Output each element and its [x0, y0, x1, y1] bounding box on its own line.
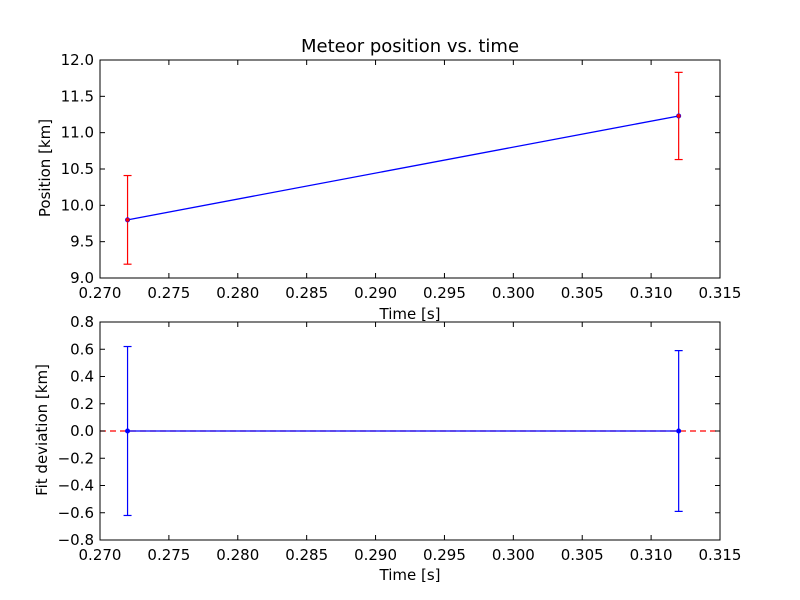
top-data-point	[125, 217, 131, 223]
top-y-tick-label: 11.5	[61, 87, 94, 105]
bottom-plot: 0.270 0.275 0.280 0.285 0.290 0.295 0.300 0.305…	[58, 313, 742, 564]
bottom-x-tick-label: 0.290	[354, 546, 397, 564]
bottom-y-tick-label: −0.6	[58, 504, 94, 522]
bottom-x-tick-label: 0.300	[492, 546, 535, 564]
top-chart-title: Meteor position vs. time	[301, 36, 519, 57]
bottom-x-tick-label: 0.285	[285, 546, 328, 564]
top-y-axis-label: Position [km]	[36, 119, 54, 217]
bottom-y-tick-label: 0.4	[70, 368, 94, 386]
bottom-y-tick-label: −0.4	[58, 477, 94, 495]
bottom-x-tick-label: 0.270	[79, 546, 122, 564]
bottom-x-tick-label: 0.315	[699, 546, 742, 564]
bottom-y-tick-label: 0.0	[70, 422, 94, 440]
top-y-tick-label: 10.5	[61, 160, 94, 178]
bottom-y-axis-label: Fit deviation [km]	[33, 364, 51, 496]
top-x-tick-label: 0.275	[147, 284, 190, 302]
bottom-x-tick-label: 0.295	[423, 546, 466, 564]
top-x-tick-label: 0.310	[630, 284, 673, 302]
bottom-y-tick-label: 0.2	[70, 395, 94, 413]
top-y-tick-label: 12.0	[61, 51, 94, 69]
bottom-y-tick-label: 0.8	[70, 313, 94, 331]
bottom-x-axis-label: Time [s]	[379, 566, 441, 584]
top-y-tick-label: 11.0	[61, 124, 94, 142]
top-y-tick-label: 10.0	[61, 196, 94, 214]
top-x-tick-label: 0.315	[699, 284, 742, 302]
top-y-tick-label: 9.0	[70, 269, 94, 287]
top-x-tick-label: 0.290	[354, 284, 397, 302]
top-y-tick-label: 9.5	[70, 233, 94, 251]
top-data-point	[676, 113, 682, 119]
bottom-y-tick-label: −0.8	[58, 531, 94, 549]
top-x-tick-label: 0.285	[285, 284, 328, 302]
bottom-data-point	[125, 428, 131, 434]
bottom-x-tick-label: 0.305	[561, 546, 604, 564]
bottom-x-tick-label: 0.280	[216, 546, 259, 564]
top-series-line	[127, 115, 679, 221]
bottom-data-point	[676, 428, 682, 434]
bottom-y-tick-label: 0.6	[70, 340, 94, 358]
top-x-tick-label: 0.280	[216, 284, 259, 302]
top-x-tick-label: 0.295	[423, 284, 466, 302]
top-x-tick-label: 0.300	[492, 284, 535, 302]
top-plot: 0.270 0.275 0.280 0.285 0.290 0.295 0.300 0.305…	[61, 51, 742, 302]
top-x-axis-label: Time [s]	[379, 305, 441, 323]
bottom-x-tick-label: 0.310	[630, 546, 673, 564]
top-x-tick-label: 0.270	[79, 284, 122, 302]
bottom-y-tick-label: −0.2	[58, 449, 94, 467]
bottom-x-tick-label: 0.275	[147, 546, 190, 564]
top-x-tick-label: 0.305	[561, 284, 604, 302]
